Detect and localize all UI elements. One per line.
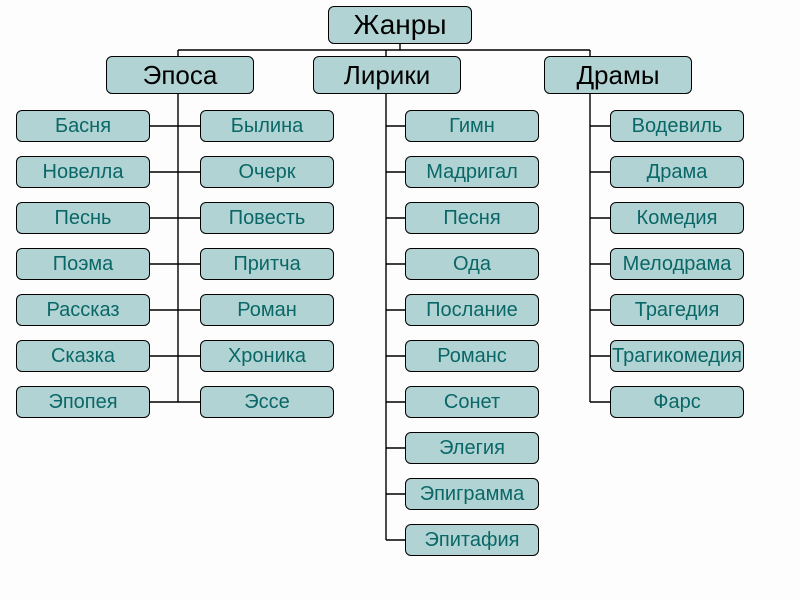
leaf-epos-left-0: Басня bbox=[16, 110, 150, 142]
leaf-drama-4: Трагедия bbox=[610, 294, 744, 326]
leaf-drama-5: Трагикомедия bbox=[610, 340, 744, 372]
root-node: Жанры bbox=[328, 6, 472, 44]
category-drama: Драмы bbox=[544, 56, 692, 94]
leaf-epos-right-1: Очерк bbox=[200, 156, 334, 188]
leaf-epos-left-4: Рассказ bbox=[16, 294, 150, 326]
category-epos: Эпоса bbox=[106, 56, 254, 94]
leaf-drama-1: Драма bbox=[610, 156, 744, 188]
leaf-epos-left-5: Сказка bbox=[16, 340, 150, 372]
leaf-epos-left-1: Новелла bbox=[16, 156, 150, 188]
leaf-lirika-9: Эпитафия bbox=[405, 524, 539, 556]
leaf-drama-6: Фарс bbox=[610, 386, 744, 418]
leaf-lirika-7: Элегия bbox=[405, 432, 539, 464]
leaf-lirika-6: Сонет bbox=[405, 386, 539, 418]
leaf-epos-left-3: Поэма bbox=[16, 248, 150, 280]
leaf-drama-0: Водевиль bbox=[610, 110, 744, 142]
leaf-epos-right-3: Притча bbox=[200, 248, 334, 280]
leaf-epos-right-0: Былина bbox=[200, 110, 334, 142]
leaf-epos-left-6: Эпопея bbox=[16, 386, 150, 418]
leaf-lirika-2: Песня bbox=[405, 202, 539, 234]
leaf-epos-right-5: Хроника bbox=[200, 340, 334, 372]
leaf-lirika-4: Послание bbox=[405, 294, 539, 326]
category-lirika: Лирики bbox=[313, 56, 461, 94]
leaf-epos-right-4: Роман bbox=[200, 294, 334, 326]
leaf-epos-right-6: Эссе bbox=[200, 386, 334, 418]
leaf-lirika-5: Романс bbox=[405, 340, 539, 372]
leaf-lirika-8: Эпиграмма bbox=[405, 478, 539, 510]
leaf-epos-right-2: Повесть bbox=[200, 202, 334, 234]
leaf-epos-left-2: Песнь bbox=[16, 202, 150, 234]
leaf-lirika-0: Гимн bbox=[405, 110, 539, 142]
leaf-lirika-3: Ода bbox=[405, 248, 539, 280]
leaf-drama-3: Мелодрама bbox=[610, 248, 744, 280]
leaf-drama-2: Комедия bbox=[610, 202, 744, 234]
leaf-lirika-1: Мадригал bbox=[405, 156, 539, 188]
